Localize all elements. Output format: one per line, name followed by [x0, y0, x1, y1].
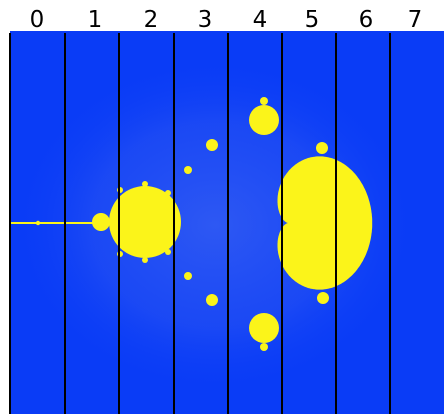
column-labels: 0 1 2 3 4 5 6 7 — [30, 7, 423, 33]
set-satellite-bulb — [142, 181, 148, 187]
set-bottom-bulb — [249, 313, 279, 343]
set-satellite-bulb — [260, 343, 268, 351]
mandelbrot-set — [10, 97, 373, 351]
set-satellite-bulb — [184, 272, 192, 280]
column-label: 1 — [88, 7, 103, 33]
set-satellite-bulb — [317, 292, 329, 304]
set-small-bulb — [92, 213, 110, 231]
set-satellite-bulb — [165, 249, 171, 255]
column-label: 2 — [144, 7, 159, 33]
set-satellite-bulb — [206, 139, 218, 151]
set-satellite-bulb — [206, 294, 218, 306]
column-label: 4 — [253, 7, 268, 33]
set-main-cardioid — [277, 156, 373, 290]
set-antenna-dot — [35, 220, 41, 226]
set-satellite-bulb — [184, 166, 192, 174]
set-satellite-bulb — [260, 97, 268, 105]
column-label: 5 — [305, 7, 320, 33]
column-label: 3 — [198, 7, 213, 33]
set-satellite-bulb — [316, 142, 328, 154]
column-label: 7 — [408, 7, 423, 33]
set-period2-bulb — [109, 186, 181, 258]
column-label: 0 — [30, 7, 45, 33]
set-satellite-bulb — [142, 257, 148, 263]
set-top-bulb — [249, 105, 279, 135]
set-satellite-bulb — [165, 190, 171, 196]
set-halo — [10, 55, 420, 395]
column-label: 6 — [359, 7, 374, 33]
column-dividers — [9, 33, 391, 414]
